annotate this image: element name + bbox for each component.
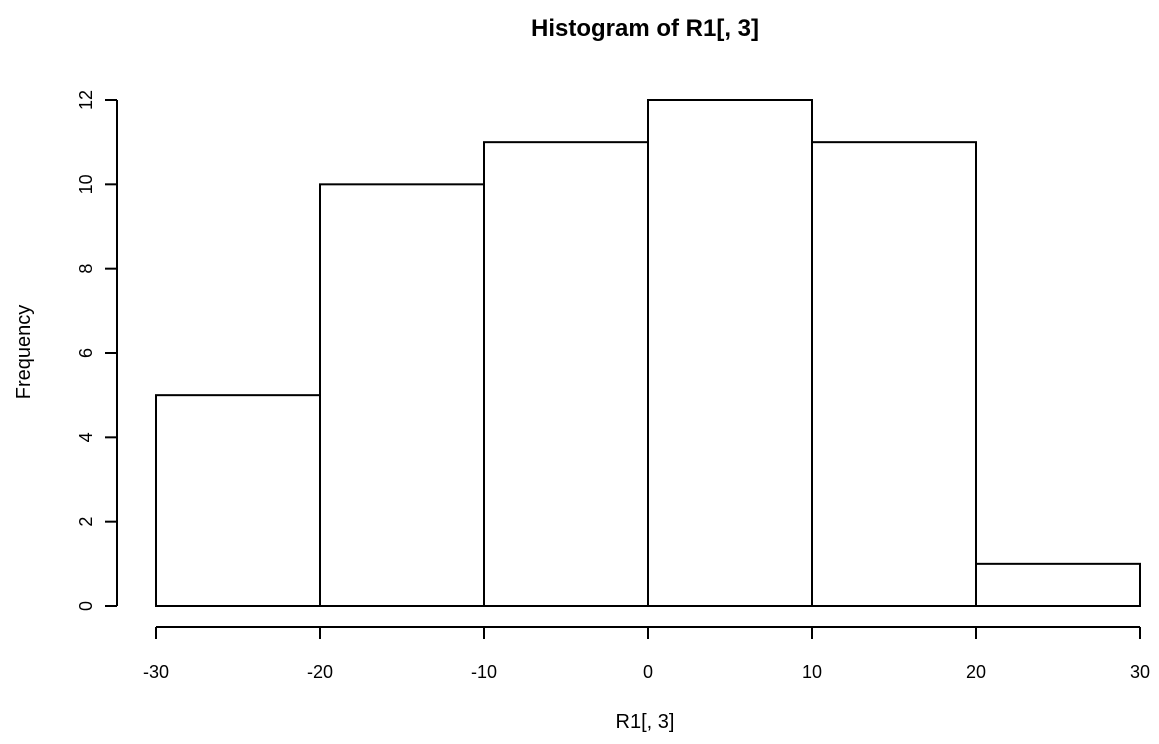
y-tick-label: 0	[76, 601, 96, 611]
y-tick-label: 6	[76, 348, 96, 358]
chart-title: Histogram of R1[, 3]	[531, 15, 759, 42]
histogram-bar	[155, 394, 321, 607]
y-tick-label: 2	[76, 517, 96, 527]
x-axis: -30 -20 -10 0 10 20 30	[143, 626, 1150, 682]
histogram-bar	[975, 562, 1141, 607]
y-axis-label: Frequency	[13, 305, 35, 400]
histogram-bar	[647, 99, 813, 607]
histogram-bar	[811, 141, 977, 608]
x-tick-label: 10	[802, 662, 822, 682]
x-tick-label: -20	[307, 662, 333, 682]
y-tick-label: 8	[76, 264, 96, 274]
histogram-bars	[155, 99, 1141, 608]
x-tick-label: -10	[471, 662, 497, 682]
x-tick-label: 20	[966, 662, 986, 682]
y-axis: 0 2 4 6 8 10 12	[76, 90, 118, 611]
y-tick-label: 10	[76, 174, 96, 194]
x-tick-label: -30	[143, 662, 169, 682]
histogram-bar	[319, 183, 485, 607]
y-tick-label: 12	[76, 90, 96, 110]
y-tick-label: 4	[76, 432, 96, 442]
histogram-bar	[483, 141, 649, 608]
x-tick-label: 0	[643, 662, 653, 682]
x-axis-label: R1[, 3]	[616, 711, 675, 733]
x-tick-label: 30	[1130, 662, 1150, 682]
